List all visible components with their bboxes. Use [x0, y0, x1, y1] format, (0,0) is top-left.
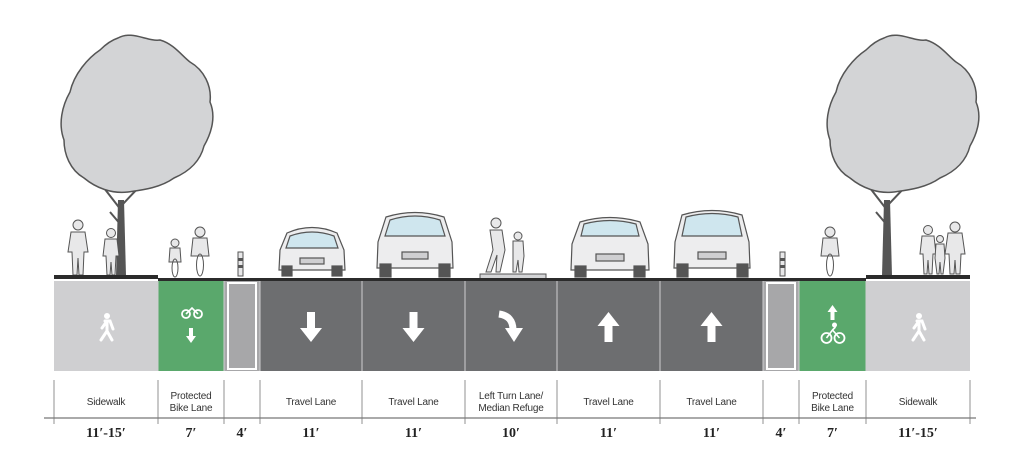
buffer-right-label — [763, 386, 799, 420]
travel-lane-1-width: 11′ — [302, 426, 320, 441]
travel-lane-4-label: Travel Lane — [686, 397, 737, 408]
curb-left — [54, 275, 158, 279]
car-rear — [673, 209, 751, 278]
car-rear — [570, 216, 650, 278]
travel-lane-2-width: 11′ — [404, 426, 423, 441]
pedestrian-figure — [944, 221, 966, 275]
arrow-up-icon — [597, 312, 620, 342]
pedestrian-figure — [485, 217, 506, 273]
buffer-right-width: 4′ — [775, 426, 787, 441]
car-front — [376, 211, 454, 278]
bike-lane-left-label: Protected Bike Lane — [169, 391, 213, 414]
pedestrian-figure — [512, 231, 525, 273]
bicycle-up-icon — [820, 305, 846, 344]
buffer-stripe — [227, 282, 257, 370]
tree-left — [60, 34, 214, 276]
travel-lane-3-width: 11′ — [599, 426, 618, 441]
bike-lane-left-width: 7′ — [185, 426, 197, 441]
buffer-stripe — [766, 282, 796, 370]
pedestrian-figure — [102, 228, 122, 276]
sidewalk-right-label: Sidewalk — [898, 397, 938, 408]
curb-right — [866, 275, 970, 279]
left-turn-arrow-icon — [498, 310, 523, 342]
bike-lane-right-width: 7′ — [827, 426, 838, 441]
cyclist-figure — [190, 226, 210, 277]
arrow-down-icon — [300, 312, 322, 342]
bollard-left — [237, 251, 244, 277]
dimension-line — [44, 380, 976, 424]
road-surface — [158, 278, 866, 281]
car-front — [278, 226, 346, 277]
travel-lane-2-label: Travel Lane — [388, 397, 439, 408]
bike-lane-left-block — [158, 281, 224, 371]
median-label: Left Turn Lane/ Median Refuge — [478, 391, 544, 414]
arrow-down-icon — [402, 312, 425, 342]
sidewalk-right-width: 11′-15′ — [898, 426, 938, 441]
travel-lane-1-label: Travel Lane — [285, 397, 337, 408]
pedestrian-figure — [67, 219, 89, 276]
sidewalk-left-width: 11′-15′ — [86, 426, 126, 441]
sidewalk-left-label: Sidewalk — [86, 397, 126, 408]
bike-lane-right-label: Protected Bike Lane — [811, 391, 854, 414]
pedestrian-figure — [919, 225, 937, 275]
median-width: 10′ — [502, 426, 520, 441]
pedestrian-icon — [99, 313, 115, 342]
buffer-left-width: 4′ — [236, 426, 248, 441]
pedestrian-icon — [911, 313, 927, 342]
buffer-left-label — [224, 386, 260, 420]
pedestrian-figure — [934, 235, 946, 275]
bollard-right — [779, 251, 786, 277]
tree-right — [826, 34, 980, 276]
bicycle-down-icon — [181, 306, 203, 343]
travel-lane-3-label: Travel Lane — [583, 397, 634, 408]
cyclist-figure — [820, 226, 840, 277]
travel-lane-4-width: 11′ — [702, 426, 721, 441]
arrow-up-icon — [700, 312, 723, 342]
cyclist-figure — [168, 238, 182, 278]
